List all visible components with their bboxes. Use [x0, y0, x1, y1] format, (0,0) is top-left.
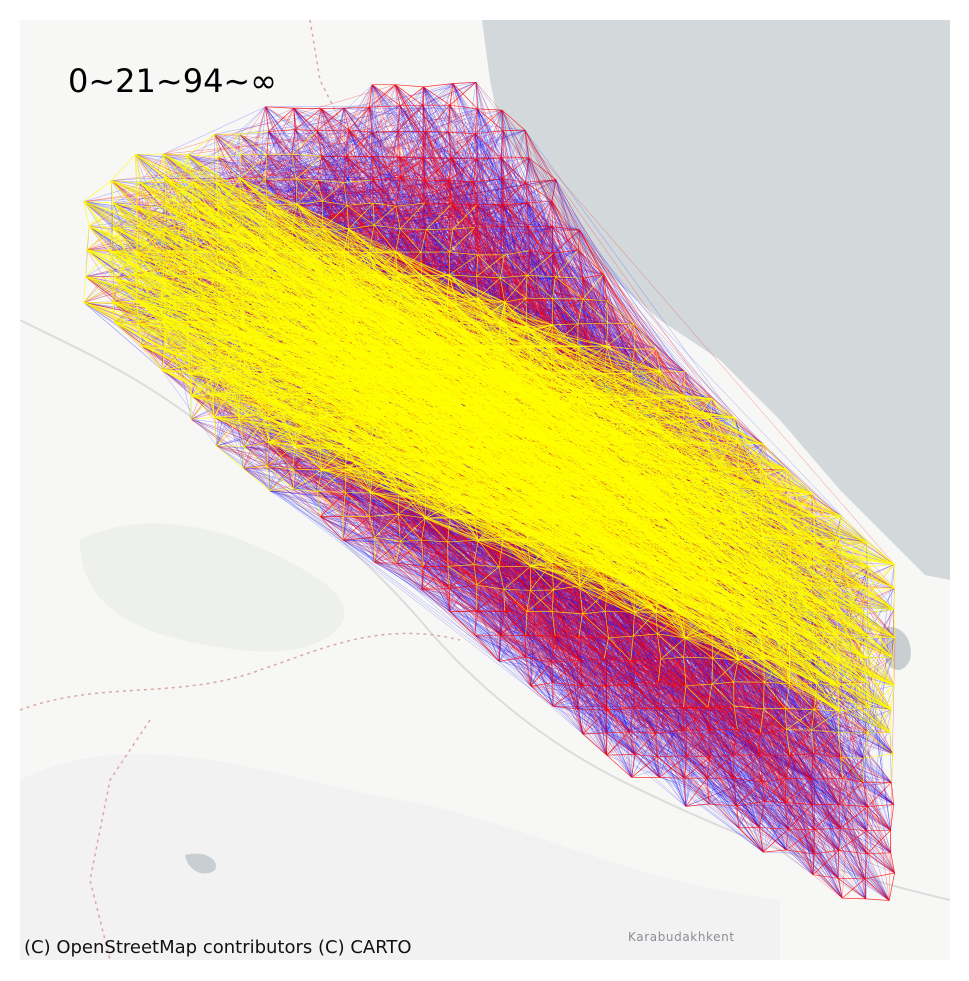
reservoir — [185, 853, 216, 874]
attribution[interactable]: (C) OpenStreetMap contributors (C) CARTO — [24, 937, 412, 958]
terrain-shade — [80, 523, 345, 652]
border — [89, 719, 151, 960]
legend-title: 0~21~94~∞ — [68, 62, 277, 100]
map-view[interactable]: Karabudakhkent 0~21~94~∞ (C) OpenStreetM… — [20, 20, 950, 960]
border — [309, 20, 351, 321]
caspian-sea — [482, 20, 950, 580]
terrain-shade — [20, 754, 780, 960]
map-canvas: Karabudakhkent — [20, 20, 950, 960]
road — [20, 319, 950, 901]
network-graph — [83, 81, 896, 901]
place-label: Karabudakhkent — [628, 930, 735, 944]
